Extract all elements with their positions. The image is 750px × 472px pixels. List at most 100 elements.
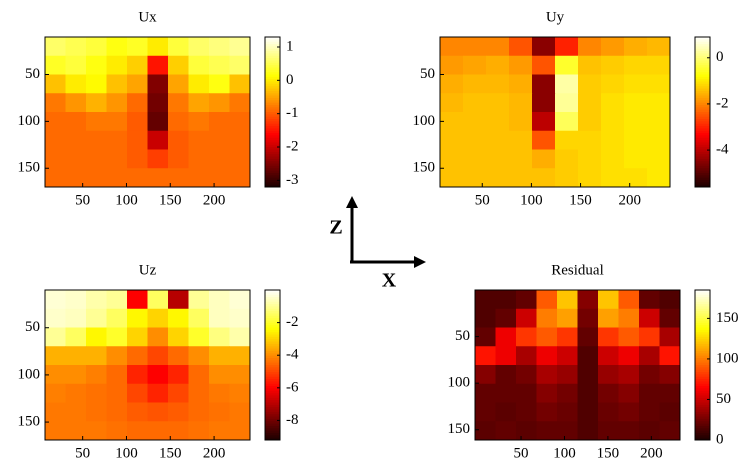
heatmap-cell (209, 112, 230, 132)
colorbar-segment (265, 72, 280, 75)
colorbar-segment (265, 107, 280, 111)
heatmap-cell (578, 112, 602, 132)
colorbar-segment (265, 179, 280, 183)
heatmap-cell (106, 346, 128, 366)
heatmap-cell (647, 149, 671, 169)
heatmap-cell (463, 74, 487, 94)
colorbar-segment (265, 343, 280, 347)
colorbar-segment (265, 137, 280, 141)
colorbar-segment (265, 376, 280, 380)
heatmap-cell (45, 37, 66, 57)
colorbar-segment (265, 177, 280, 181)
heatmap-cell (639, 421, 660, 441)
colorbar-segment (695, 325, 710, 328)
colorbar-segment (695, 107, 710, 111)
colorbar-segment (695, 149, 710, 153)
colorbar-segment (695, 170, 710, 174)
colorbar-segment (265, 308, 280, 312)
colorbar-segment (695, 350, 710, 354)
colorbar-segment (265, 381, 280, 385)
heatmap-cell (555, 37, 579, 57)
colorbar-segment (695, 339, 710, 343)
heatmap-cell (147, 130, 169, 150)
heatmap-cell (598, 308, 619, 328)
heatmap-cell (188, 346, 210, 366)
x-tick-label: 100 (115, 192, 138, 208)
colorbar-segment (695, 299, 710, 303)
heatmap-cell (486, 168, 510, 188)
heatmap-cell (127, 37, 148, 57)
heatmap-cell (659, 365, 681, 385)
colorbar-segment (265, 37, 280, 40)
y-tick-label: 150 (413, 160, 436, 176)
heatmap-cell (127, 402, 148, 422)
heatmap-cell (127, 346, 148, 366)
colorbar-segment (265, 360, 280, 364)
heatmap-cell (65, 327, 87, 347)
heatmap-cell (106, 55, 128, 75)
heatmap-cell (647, 130, 671, 150)
colorbar-segment (695, 428, 710, 432)
colorbar-segment (695, 306, 710, 310)
heatmap-cell (495, 402, 517, 422)
colorbar-segment (695, 65, 710, 68)
heatmap-cell (598, 365, 619, 385)
heatmap-cell (509, 130, 533, 150)
x-tick-label: 150 (597, 445, 620, 461)
heatmap-cell (65, 37, 87, 57)
heatmap-cell (209, 55, 230, 75)
heatmap-cell (106, 383, 128, 403)
heatmap-cell (45, 327, 66, 347)
heatmap-cell (86, 130, 107, 150)
colorbar-segment (265, 428, 280, 432)
heatmap-cell (229, 55, 251, 75)
heatmap-cell (45, 55, 66, 75)
colorbar-segment (695, 177, 710, 181)
colorbar-segment (265, 329, 280, 333)
heatmap-cell (45, 93, 66, 113)
colorbar-segment (265, 163, 280, 167)
colorbar-segment (695, 95, 710, 99)
colorbar-segment (265, 112, 280, 115)
colorbar-segment (695, 83, 710, 87)
heatmap-cell (463, 37, 487, 57)
panel-title: Ux (138, 9, 157, 25)
colorbar-segment (695, 402, 710, 406)
heatmap-cell (440, 55, 464, 75)
heatmap-cell (659, 402, 681, 422)
heatmap-cell (188, 402, 210, 422)
heatmap-cell (659, 290, 681, 310)
x-tick-label: 50 (75, 445, 90, 461)
heatmap-cell (639, 327, 660, 347)
y-tick-label: 100 (448, 375, 471, 391)
colorbar-segment (695, 320, 710, 324)
heatmap-cell (516, 327, 537, 347)
colorbar-segment (695, 51, 710, 54)
heatmap-cell (486, 112, 510, 132)
heatmap-cell (209, 383, 230, 403)
colorbar-segment (695, 327, 710, 331)
heatmap-cell (536, 402, 558, 422)
colorbar-frame (264, 289, 281, 441)
colorbar-segment (265, 390, 280, 394)
colorbar-segment (265, 369, 280, 373)
colorbar-segment (695, 425, 710, 429)
colorbar-segment (265, 374, 280, 378)
colorbar-segment (265, 76, 280, 80)
heatmap-cell (127, 327, 148, 347)
colorbar-segment (695, 90, 710, 94)
heatmap-cell (555, 149, 579, 169)
heatmap-cell (578, 149, 602, 169)
y-tick-label: 50 (25, 319, 40, 335)
colorbar-segment (695, 329, 710, 333)
colorbar-segment (265, 336, 280, 340)
colorbar-segment (265, 48, 280, 52)
heatmap-cell (557, 365, 578, 385)
colorbar-segment (695, 336, 710, 340)
colorbar-segment (265, 357, 280, 361)
colorbar-segment (265, 365, 280, 368)
heatmap-cell (229, 112, 251, 132)
heatmap-cell (86, 290, 107, 310)
heatmap-cell (65, 93, 87, 113)
colorbar-segment (265, 130, 280, 134)
